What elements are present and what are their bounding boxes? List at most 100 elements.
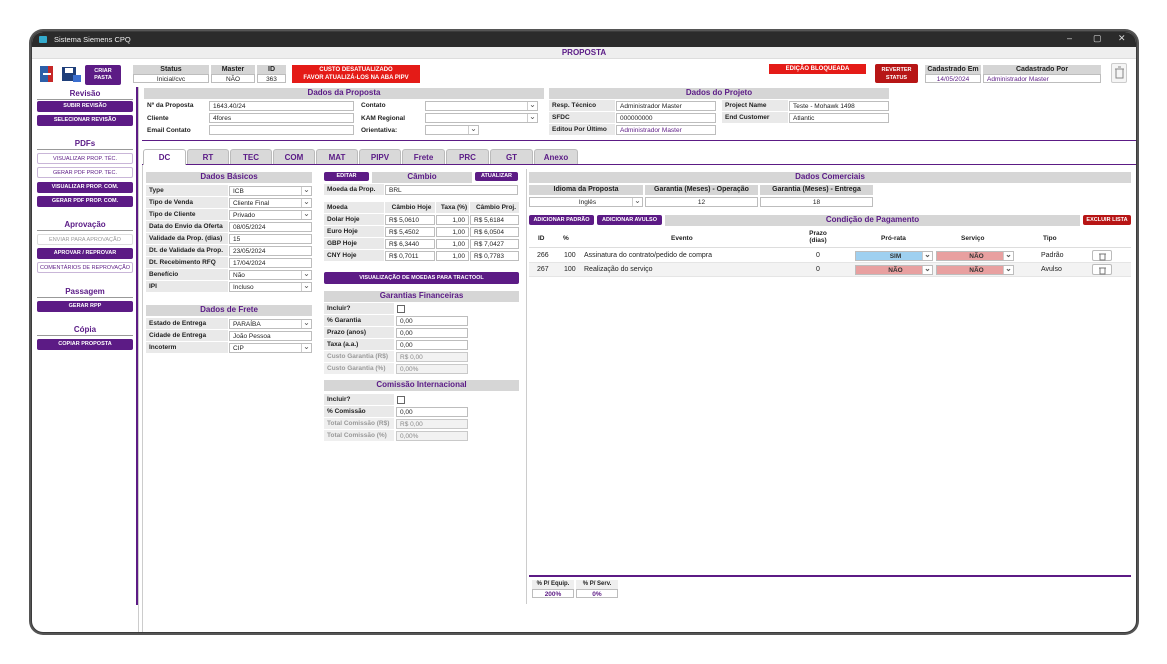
resp-tecnico-field[interactable]: Administrador Master: [616, 101, 716, 111]
condicao-pagamento-heading: Condição de Pagamento: [665, 215, 1080, 226]
idioma-select[interactable]: Inglês: [529, 197, 643, 207]
cambio-header-cell: Moeda: [324, 202, 384, 213]
dados-basicos-select[interactable]: Cliente Final: [229, 198, 312, 208]
enviar-aprovacao-button[interactable]: ENVIAR PARA APROVAÇÃO: [37, 234, 133, 245]
total-comissao-rs-label: Total Comissão (R$): [324, 418, 394, 429]
dados-frete-label: Cidade de Entrega: [146, 330, 228, 341]
visualizar-prop-tec-button[interactable]: VISUALIZAR PROP. TÉC.: [37, 153, 133, 164]
tab-frete[interactable]: Frete: [402, 149, 445, 164]
minimize-icon[interactable]: –: [1067, 33, 1073, 43]
taxa-aa-label: Taxa (a.a.): [324, 339, 394, 350]
kam-select[interactable]: [425, 113, 538, 123]
row-delete-icon[interactable]: [1092, 264, 1112, 275]
table-row: 266 100 Assinatura do contrato/pedido de c…: [529, 249, 1131, 263]
taxa-aa-field[interactable]: 0,00: [396, 340, 468, 350]
gerar-rpp-button[interactable]: GERAR RPP: [37, 301, 133, 312]
comissao-incluir-checkbox[interactable]: [397, 396, 405, 404]
tab-gt[interactable]: GT: [490, 149, 533, 164]
criar-pasta-button[interactable]: CRIAR PASTA: [85, 65, 121, 85]
kam-label: KAM Regional: [361, 115, 406, 122]
dados-basicos-select[interactable]: Não: [229, 270, 312, 280]
prorata-select[interactable]: NÃO: [855, 265, 933, 275]
master-label: Master: [211, 65, 255, 74]
aprovar-reprovar-button[interactable]: APROVAR / REPROVAR: [37, 248, 133, 259]
editou-field: Administrador Master: [616, 125, 716, 135]
end-customer-field[interactable]: Atlantic: [789, 113, 889, 123]
dados-frete-select[interactable]: CIP: [229, 343, 312, 353]
cambio-cell[interactable]: 1,00: [436, 215, 469, 225]
dados-basicos-label: Benefício: [146, 269, 228, 280]
revisao-heading: Revisão: [37, 89, 133, 100]
tab-tec[interactable]: TEC: [230, 149, 272, 164]
tab-prc[interactable]: PRC: [446, 149, 489, 164]
gerar-pdf-prop-com-button[interactable]: GERAR PDF PROP. COM.: [37, 196, 133, 207]
tab-mat[interactable]: MAT: [316, 149, 358, 164]
subir-revisao-button[interactable]: SUBIR REVISÃO: [37, 101, 133, 112]
project-name-field[interactable]: Teste - Mohawk 1498: [789, 101, 889, 111]
pdfs-heading: PDFs: [37, 139, 133, 150]
visualizacao-moedas-button[interactable]: VISUALIZAÇÃO DE MOEDAS PARA TRACTOOL: [324, 272, 519, 284]
orientativa-select[interactable]: [425, 125, 479, 135]
tab-rt[interactable]: RT: [187, 149, 229, 164]
contato-select[interactable]: [425, 101, 538, 111]
dados-frete-field[interactable]: João Pessoa: [229, 331, 312, 341]
dados-basicos-select[interactable]: Privado: [229, 210, 312, 220]
col-prazo: Prazo (dias): [809, 230, 827, 244]
cambio-cell[interactable]: 1,00: [436, 227, 469, 237]
reverter-status-button[interactable]: REVERTER STATUS: [875, 64, 918, 83]
restore-icon[interactable]: ▢: [1093, 33, 1102, 43]
exit-icon[interactable]: [37, 63, 57, 85]
cambio-cell: R$ 0,7783: [470, 251, 519, 261]
dados-basicos-select[interactable]: Incluso: [229, 282, 312, 292]
cambio-cell[interactable]: 1,00: [436, 251, 469, 261]
tab-com[interactable]: COM: [273, 149, 315, 164]
garantia-entrega-field[interactable]: 18: [760, 197, 873, 207]
gerar-pdf-prop-tec-button[interactable]: GERAR PDF PROP. TEC.: [37, 167, 133, 178]
prazo-anos-field[interactable]: 0,00: [396, 328, 468, 338]
row-prazo: 0: [816, 266, 820, 273]
comentarios-reprovacao-button[interactable]: COMENTÁRIOS DE REPROVAÇÃO: [37, 262, 133, 273]
editar-button[interactable]: EDITAR: [324, 172, 369, 181]
tab-anexo[interactable]: Anexo: [534, 149, 578, 164]
custo-desatualizado-warning: CUSTO DESATUALIZADO FAVOR ATUALIZÁ-LOS N…: [292, 65, 420, 83]
prorata-select[interactable]: SIM: [855, 251, 933, 261]
perc-garantia-field[interactable]: 0,00: [396, 316, 468, 326]
perc-comissao-label: % Comissão: [324, 406, 394, 417]
dados-basicos-field[interactable]: 17/04/2024: [229, 258, 312, 268]
total-comissao-pc-label: Total Comissão (%): [324, 430, 394, 441]
n-proposta-field[interactable]: 1643.40/24: [209, 101, 354, 111]
dados-basicos-field[interactable]: 15: [229, 234, 312, 244]
close-icon[interactable]: ✕: [1118, 33, 1126, 43]
selecionar-revisao-button[interactable]: SELECIONAR REVISÃO: [37, 115, 133, 126]
cliente-field[interactable]: 4fores: [209, 113, 354, 123]
email-field[interactable]: [209, 125, 354, 135]
tab-dc[interactable]: DC: [143, 149, 186, 165]
editou-label-bg: Editou Por Último: [549, 124, 615, 135]
save-icon[interactable]: [60, 63, 82, 85]
dados-basicos-select[interactable]: ICB: [229, 186, 312, 196]
servico-select[interactable]: NÃO: [936, 265, 1014, 275]
title-bar: Sistema Siemens CPQ – ▢ ✕: [32, 32, 1136, 47]
garantia-operacao-field[interactable]: 12: [645, 197, 758, 207]
cambio-cell[interactable]: 1,00: [436, 239, 469, 249]
cadastrado-por-value: Administrador Master: [983, 74, 1101, 83]
dados-projeto-heading: Dados do Projeto: [549, 88, 889, 99]
dados-basicos-field[interactable]: 08/05/2024: [229, 222, 312, 232]
moeda-prop-field[interactable]: BRL: [385, 185, 518, 195]
dados-frete-select[interactable]: PARAÍBA: [229, 319, 312, 329]
adicionar-avulso-button[interactable]: ADICIONAR AVULSO: [597, 215, 662, 225]
visualizar-prop-com-button[interactable]: VISUALIZAR PROP. COM.: [37, 182, 133, 193]
trash-icon[interactable]: [1111, 63, 1127, 83]
dados-frete-label: Incoterm: [146, 342, 228, 353]
tab-pipv[interactable]: PIPV: [359, 149, 401, 164]
sfdc-field[interactable]: 000000000: [616, 113, 716, 123]
dados-basicos-field[interactable]: 23/05/2024: [229, 246, 312, 256]
servico-select[interactable]: NÃO: [936, 251, 1014, 261]
copiar-proposta-button[interactable]: COPIAR PROPOSTA: [37, 339, 133, 350]
excluir-lista-button[interactable]: EXCLUIR LISTA: [1083, 215, 1131, 225]
row-delete-icon[interactable]: [1092, 250, 1112, 261]
garantias-incluir-checkbox[interactable]: [397, 305, 405, 313]
perc-comissao-field[interactable]: 0,00: [396, 407, 468, 417]
atualizar-button[interactable]: ATUALIZAR: [475, 172, 518, 181]
adicionar-padrao-button[interactable]: ADICIONAR PADRÃO: [529, 215, 594, 225]
